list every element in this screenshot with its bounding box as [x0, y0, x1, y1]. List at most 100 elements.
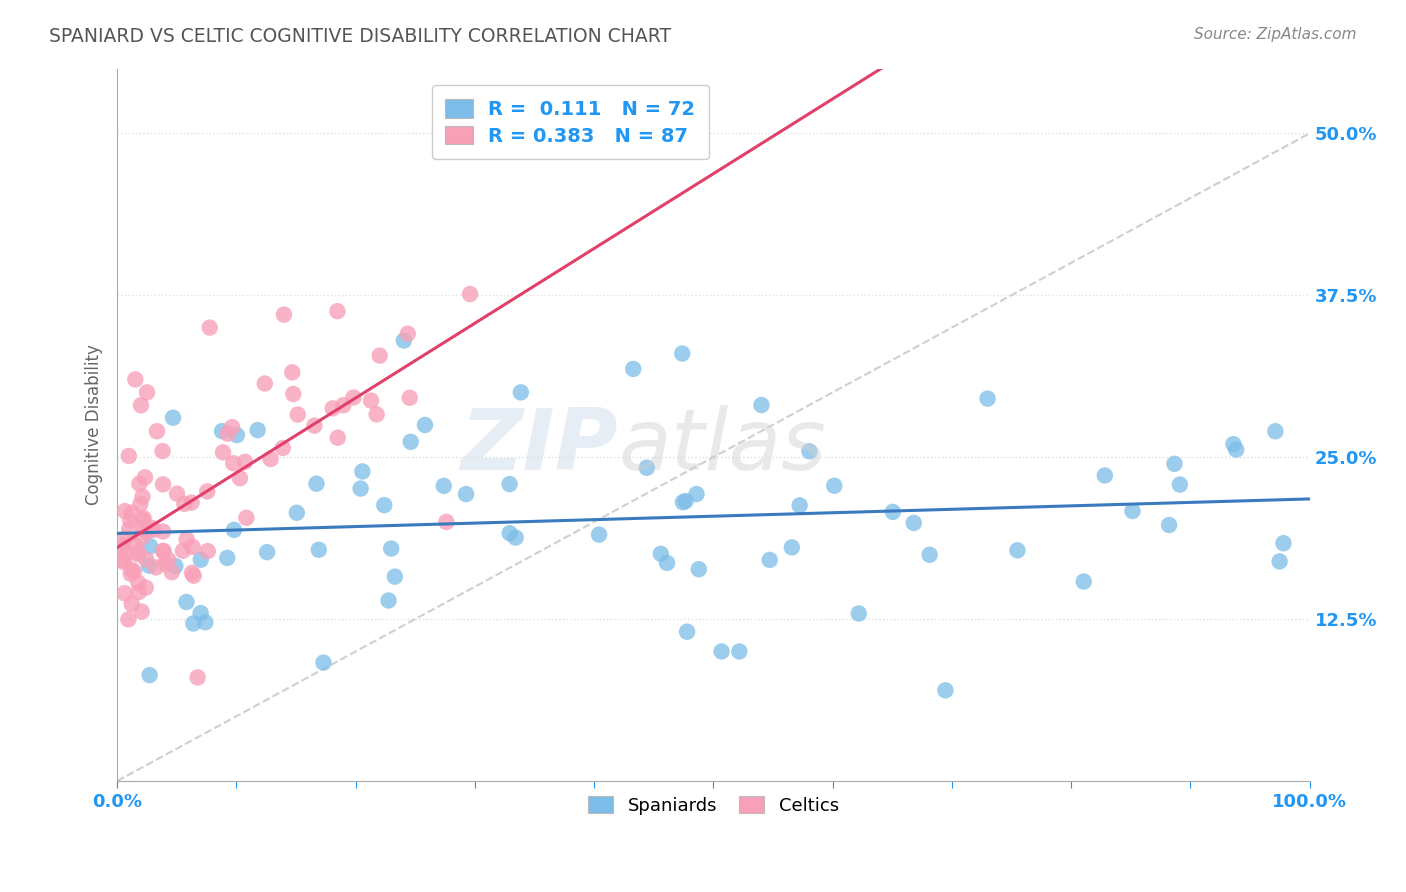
Point	[903, 516, 925, 530]
Point	[180, 495, 202, 509]
Point	[505, 531, 527, 545]
Point	[499, 526, 522, 541]
Point	[621, 362, 644, 376]
Point	[304, 418, 326, 433]
Point	[138, 558, 160, 573]
Point	[132, 522, 155, 536]
Point	[918, 548, 941, 562]
Point	[145, 560, 167, 574]
Point	[132, 511, 155, 525]
Point	[273, 308, 295, 322]
Point	[118, 522, 141, 536]
Point	[152, 477, 174, 491]
Point	[211, 424, 233, 438]
Point	[134, 470, 156, 484]
Point	[120, 514, 142, 528]
Point	[114, 586, 136, 600]
Point	[187, 670, 209, 684]
Point	[181, 540, 204, 554]
Point	[194, 615, 217, 630]
Point	[195, 484, 218, 499]
Point	[138, 668, 160, 682]
Point	[135, 552, 157, 566]
Point	[141, 521, 163, 535]
Point	[131, 605, 153, 619]
Point	[366, 408, 388, 422]
Point	[117, 612, 139, 626]
Point	[131, 531, 153, 545]
Point	[221, 420, 243, 434]
Point	[848, 607, 870, 621]
Text: SPANIARD VS CELTIC COGNITIVE DISABILITY CORRELATION CHART: SPANIARD VS CELTIC COGNITIVE DISABILITY …	[49, 27, 671, 45]
Point	[176, 595, 198, 609]
Point	[1168, 477, 1191, 491]
Point	[165, 559, 187, 574]
Point	[112, 553, 135, 567]
Point	[373, 498, 395, 512]
Point	[118, 449, 141, 463]
Point	[253, 376, 276, 391]
Point	[129, 497, 152, 511]
Point	[758, 553, 780, 567]
Point	[1073, 574, 1095, 589]
Point	[1222, 437, 1244, 451]
Point	[326, 304, 349, 318]
Point	[235, 511, 257, 525]
Point	[509, 385, 531, 400]
Point	[283, 387, 305, 401]
Point	[183, 568, 205, 582]
Point	[352, 465, 374, 479]
Point	[217, 426, 239, 441]
Point	[198, 320, 221, 334]
Y-axis label: Cognitive Disability: Cognitive Disability	[86, 344, 103, 505]
Point	[129, 398, 152, 412]
Point	[676, 624, 699, 639]
Point	[120, 506, 142, 520]
Text: atlas: atlas	[619, 405, 825, 488]
Point	[392, 334, 415, 348]
Point	[688, 562, 710, 576]
Point	[672, 495, 695, 509]
Point	[121, 563, 143, 577]
Point	[139, 540, 162, 554]
Point	[377, 593, 399, 607]
Point	[190, 552, 212, 566]
Point	[636, 460, 658, 475]
Point	[121, 597, 143, 611]
Point	[112, 538, 135, 552]
Point	[322, 401, 344, 416]
Point	[256, 545, 278, 559]
Point	[650, 547, 672, 561]
Legend: Spaniards, Celtics: Spaniards, Celtics	[578, 785, 849, 825]
Point	[229, 471, 252, 485]
Point	[181, 566, 204, 580]
Point	[413, 417, 436, 432]
Point	[349, 482, 371, 496]
Point	[308, 542, 330, 557]
Point	[142, 523, 165, 537]
Point	[197, 544, 219, 558]
Point	[396, 326, 419, 341]
Point	[217, 550, 239, 565]
Point	[173, 497, 195, 511]
Point	[305, 476, 328, 491]
Point	[398, 391, 420, 405]
Point	[380, 541, 402, 556]
Point	[1264, 424, 1286, 438]
Point	[166, 486, 188, 500]
Point	[1094, 468, 1116, 483]
Point	[127, 545, 149, 559]
Point	[112, 555, 135, 569]
Point	[655, 556, 678, 570]
Point	[671, 346, 693, 360]
Point	[212, 445, 235, 459]
Point	[136, 385, 159, 400]
Point	[124, 372, 146, 386]
Point	[458, 287, 481, 301]
Point	[384, 569, 406, 583]
Point	[728, 644, 751, 658]
Point	[789, 499, 811, 513]
Point	[1121, 504, 1143, 518]
Point	[934, 683, 956, 698]
Point	[1268, 554, 1291, 568]
